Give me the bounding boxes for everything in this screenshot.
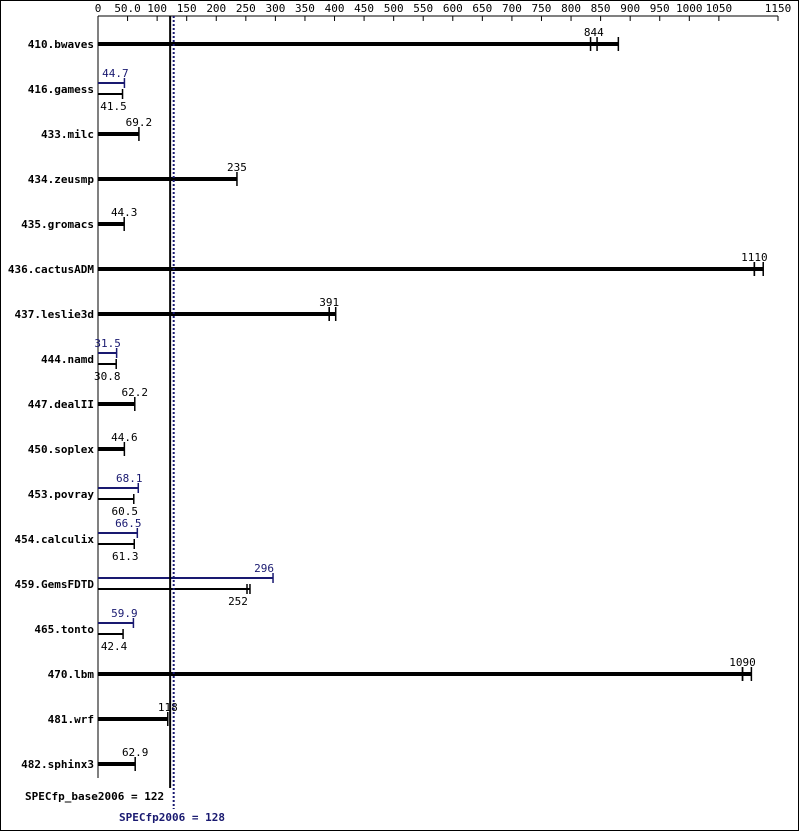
x-tick-label: 800 <box>561 2 581 15</box>
category-label: 436.cactusADM <box>8 263 94 276</box>
base-value-label: 118 <box>158 701 178 714</box>
x-tick-label: 1150 <box>765 2 792 15</box>
category-label: 434.zeusmp <box>28 173 95 186</box>
base-value-label: 252 <box>228 595 248 608</box>
bars: 84444.741.569.223544.3111039131.530.862.… <box>94 26 768 771</box>
category-labels: 410.bwaves 416.gamess 433.milc 434.zeusmp 43… <box>8 38 94 771</box>
x-tick-label: 1000 <box>676 2 703 15</box>
base-value-label: 44.6 <box>111 431 138 444</box>
base-bar <box>98 402 135 406</box>
category-label: 433.milc <box>41 128 94 141</box>
peak-value-label: 296 <box>254 562 274 575</box>
base-value-label: 62.9 <box>122 746 149 759</box>
base-value-label: 69.2 <box>126 116 153 129</box>
peak-value-label: 66.5 <box>115 517 142 530</box>
base-value-label: 235 <box>227 161 247 174</box>
base-value-label: 60.5 <box>112 505 139 518</box>
base-run-bar <box>754 267 764 271</box>
category-label: 437.leslie3d <box>15 308 94 321</box>
base-value-label: 1090 <box>729 656 756 669</box>
base-bar <box>98 672 743 676</box>
base-reference-label: SPECfp_base2006 = 122 <box>25 790 164 803</box>
base-run-bar <box>742 672 752 676</box>
category-label: 444.namd <box>41 353 94 366</box>
category-label: 481.wrf <box>48 713 94 726</box>
x-tick-label: 700 <box>502 2 522 15</box>
x-tick-label: 150 <box>177 2 197 15</box>
base-bar <box>98 177 237 181</box>
base-bar <box>98 312 330 316</box>
base-value-label: 61.3 <box>112 550 139 563</box>
category-label: 459.GemsFDTD <box>15 578 95 591</box>
peak-value-label: 44.7 <box>102 67 129 80</box>
base-value-label: 844 <box>584 26 604 39</box>
base-bar <box>98 762 136 766</box>
base-bar <box>98 447 125 451</box>
base-value-label: 41.5 <box>100 100 127 113</box>
x-tick-label: 500 <box>384 2 404 15</box>
base-value-label: 30.8 <box>94 370 121 383</box>
category-label: 416.gamess <box>28 83 94 96</box>
x-tick-label: 450 <box>354 2 374 15</box>
peak-reference-label: SPECfp2006 = 128 <box>119 811 225 824</box>
x-tick-label: 1050 <box>706 2 733 15</box>
base-value-label: 42.4 <box>101 640 128 653</box>
category-label: 454.calculix <box>15 533 95 546</box>
category-label: 465.tonto <box>34 623 94 636</box>
reference-lines: SPECfp_base2006 = 122 SPECfp2006 = 128 <box>25 16 225 824</box>
peak-value-label: 59.9 <box>111 607 138 620</box>
x-tick-label: 200 <box>206 2 226 15</box>
category-label: 435.gromacs <box>21 218 94 231</box>
base-run-bar <box>329 312 336 316</box>
base-run-bar <box>597 42 619 46</box>
base-bar <box>98 267 755 271</box>
x-tick-label: 900 <box>620 2 640 15</box>
base-value-label: 62.2 <box>122 386 149 399</box>
base-value-label: 391 <box>319 296 339 309</box>
category-label: 470.lbm <box>48 668 95 681</box>
x-tick-label: 650 <box>472 2 492 15</box>
category-label: 482.sphinx3 <box>21 758 94 771</box>
x-tick-label: 950 <box>650 2 670 15</box>
x-tick-label: 850 <box>591 2 611 15</box>
category-label: 453.povray <box>28 488 95 501</box>
x-tick-label: 750 <box>532 2 552 15</box>
x-axis: 0 50.0 100 150 200 250 300 350 400 450 500 550 600 65… <box>95 2 792 778</box>
x-tick-label: 100 <box>147 2 167 15</box>
category-label: 447.dealII <box>28 398 94 411</box>
base-bar <box>98 222 125 226</box>
base-value-label: 44.3 <box>111 206 138 219</box>
x-tick-label: 0 <box>95 2 102 15</box>
peak-value-label: 68.1 <box>116 472 143 485</box>
x-tick-label: 350 <box>295 2 315 15</box>
x-tick-label: 550 <box>413 2 433 15</box>
peak-value-label: 31.5 <box>94 337 121 350</box>
x-tick-label: 600 <box>443 2 463 15</box>
base-bar <box>98 42 598 46</box>
category-label: 410.bwaves <box>28 38 94 51</box>
base-value-label: 1110 <box>741 251 768 264</box>
x-tick-label: 300 <box>265 2 285 15</box>
base-bar <box>98 132 139 136</box>
category-label: 450.soplex <box>28 443 95 456</box>
base-bar <box>98 717 168 721</box>
x-tick-label: 50.0 <box>114 2 141 15</box>
x-tick-label: 250 <box>236 2 256 15</box>
x-tick-label: 400 <box>325 2 345 15</box>
